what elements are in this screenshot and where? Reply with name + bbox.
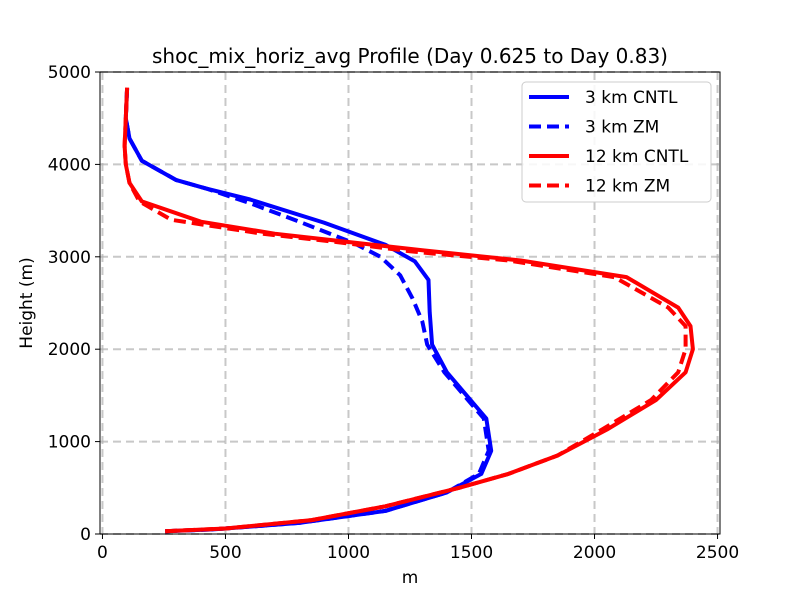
legend-box	[521, 81, 712, 203]
x-axis-label: m	[402, 568, 419, 588]
x-tick-label: 2500	[696, 543, 739, 563]
legend-label: 12 km ZM	[585, 177, 670, 197]
x-tick-label: 500	[209, 543, 241, 563]
legend-label: 3 km CNTL	[585, 88, 678, 108]
chart-title: shoc_mix_horiz_avg Profile (Day 0.625 to…	[152, 44, 668, 68]
y-tick-label: 1000	[48, 433, 91, 453]
legend-label: 12 km CNTL	[585, 147, 689, 167]
y-tick-label: 2000	[48, 340, 91, 360]
series-line-12-km-zm	[122, 87, 688, 534]
x-tick-label: 2000	[573, 543, 616, 563]
x-ticks: 0 500 1000 1500 2000 2500	[97, 534, 739, 563]
axes-frame	[99, 71, 721, 535]
series-layer	[122, 87, 695, 534]
y-tick-label: 5000	[48, 63, 91, 83]
x-tick-label: 1500	[450, 543, 493, 563]
x-tick-label: 1000	[327, 543, 370, 563]
y-tick-label: 0	[80, 525, 91, 545]
y-ticks: 0 1000 2000 3000 4000 5000	[48, 63, 100, 545]
legend: 3 km CNTL 3 km ZM 12 km CNTL 12 km ZM	[521, 81, 712, 203]
legend-label: 3 km ZM	[585, 118, 659, 138]
y-tick-label: 4000	[48, 155, 91, 175]
series-line-3-km-cntl	[123, 88, 494, 534]
y-tick-label: 3000	[48, 248, 91, 268]
grid	[100, 71, 720, 535]
x-tick-label: 0	[97, 543, 108, 563]
y-axis-label: Height (m)	[17, 257, 37, 348]
